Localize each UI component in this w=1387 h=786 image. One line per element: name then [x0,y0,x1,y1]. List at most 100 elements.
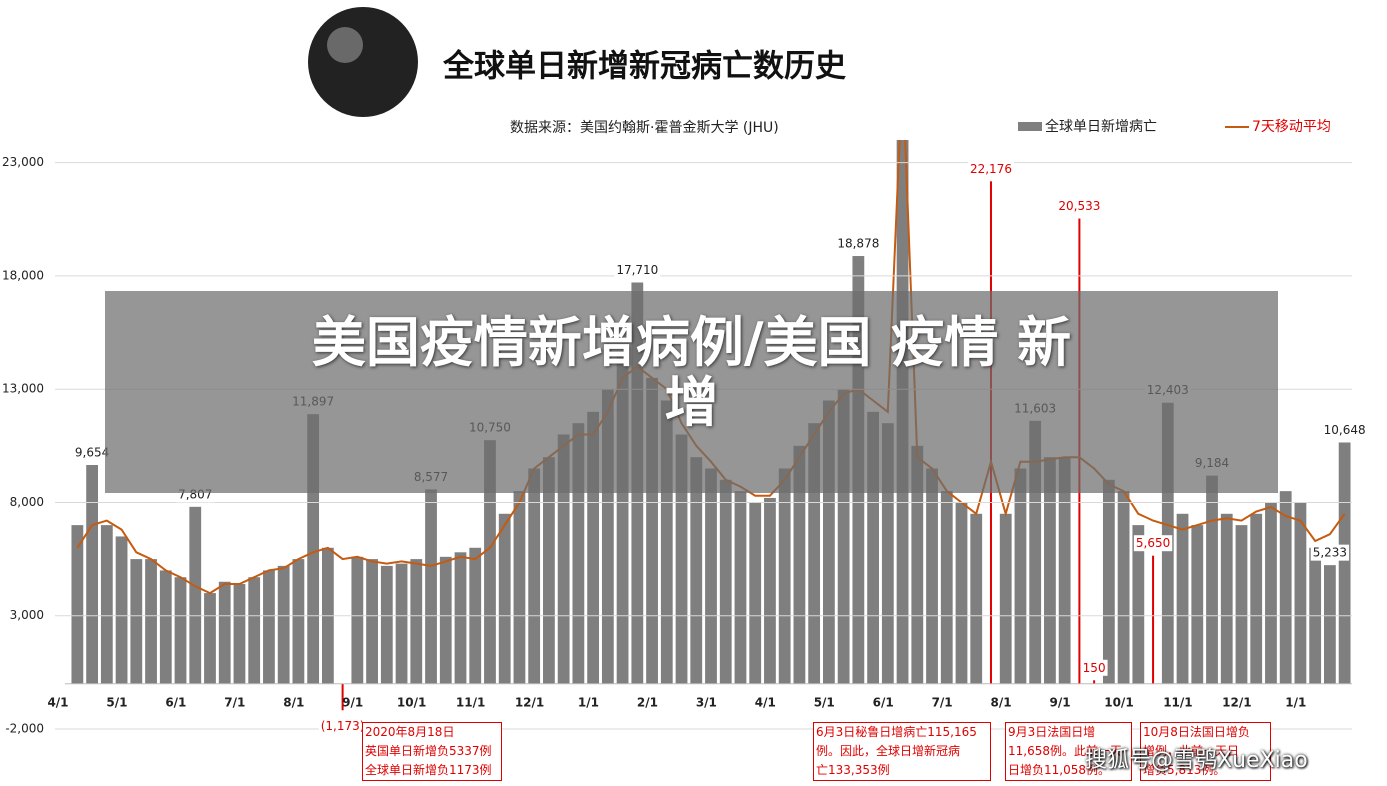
bar [1265,502,1277,684]
bar [690,457,703,684]
bar [204,593,216,684]
data-label-bg [1080,659,1108,676]
bar [793,445,806,684]
data-label-bg [967,160,1014,177]
bar [174,577,187,684]
bar [616,355,629,684]
bar [572,423,585,684]
bar [734,491,747,684]
data-label-bg [614,261,661,278]
watermark: 搜狐号@雪鸮XueXiao [1085,748,1308,773]
bar [498,513,511,684]
note-line: 9月3日法国日增 [1008,725,1096,739]
bar [808,423,821,684]
bar [454,552,467,684]
bar [587,411,600,684]
bar [646,377,658,684]
bar [1058,457,1071,684]
bar [940,491,953,684]
bar [778,468,791,684]
data-label-bg [1310,544,1350,561]
bar [528,468,541,684]
note-box: 10月8日法国日增负 增例，此前一天日 增负5,813例。 [1140,722,1271,781]
data-label: 20,533 [1058,199,1100,213]
bar [881,423,894,684]
x-tick-label: 5/1 [814,696,835,710]
bar [1191,525,1204,684]
note-box: 2020年8月18日 英国单日新增负5337例 全球单日新增负1173例 [362,722,502,781]
bar [867,411,879,684]
bar [1014,468,1027,684]
bar [380,565,393,684]
bar [911,445,924,684]
y-tick-label: 18,000 [2,268,44,282]
y-tick-label: 8,000 [10,495,44,509]
chart-title: 全球单日新增新冠病亡数历史 [442,49,846,85]
bar [248,577,261,684]
note-line: 10月8日法国日增负 [1143,725,1250,739]
bar [955,502,968,684]
bar [675,434,688,684]
bar [719,479,732,684]
data-label-bg [1321,421,1368,438]
x-tick-label: 3/1 [696,696,717,710]
bar [292,559,305,684]
note-box: 9月3日法国日增 11,658例。此前一天 日增负11,058例。 [1005,722,1132,781]
overlay-title-line: 增 [664,371,719,434]
x-tick-label: 6/1 [873,696,894,710]
bar [1029,420,1042,684]
data-label: 10,648 [1324,423,1366,437]
note-line: 增例，此前一天日 [1143,744,1240,758]
bar [1176,513,1189,684]
y-tick-label: 23,000 [2,155,44,169]
bar [1152,555,1155,684]
note-line: 亡133,353例 [816,763,890,777]
bar [307,414,320,684]
data-label-bg [72,444,112,461]
overlay-banner: 美国疫情新增病例/美国 疫情 新 增 [105,291,1278,493]
note-line: 11,658例。此前一天 [1008,744,1122,758]
x-tick-label: 5/1 [106,696,127,710]
x-tick-label: 1/1 [1285,696,1306,710]
bar [425,489,437,684]
note-line: 2020年8月18日 [365,725,455,739]
bar [130,559,143,684]
bar [513,491,526,684]
bar [1102,479,1115,684]
x-tick-label: 2/1 [637,696,658,710]
x-tick-label: 11/1 [1163,696,1192,710]
note-line: 英国单日新增负5337例 [365,744,492,758]
bar [218,581,231,684]
bar [395,563,408,684]
bar [926,468,938,684]
data-label: (1,173) [321,719,365,733]
bar [1132,525,1145,684]
bar [439,556,452,684]
bar [1093,680,1096,684]
x-tick-label: 9/1 [1049,696,1070,710]
legend-label: 7天移动平均 [1252,119,1331,135]
bar [1338,442,1351,684]
overlay-title-line: 美国疫情新增病例/美国 疫情 新 [311,311,1072,374]
bar [837,389,850,684]
data-label: 5,650 [1136,536,1170,550]
note-line: 增负5,813例。 [1143,763,1226,777]
chart-subtitle: 数据来源：美国约翰斯·霍普金斯大学 (JHU) [510,120,779,136]
x-tick-label: 10/1 [397,696,426,710]
x-tick-label: 4/1 [47,696,68,710]
x-tick-label: 9/1 [342,696,363,710]
y-tick-label: 3,000 [10,608,44,622]
bar [145,559,157,684]
note-line: 6月3日秘鲁日增病亡115,165 [816,725,977,739]
bar [1235,525,1248,684]
bar [341,683,344,711]
x-tick-label: 7/1 [224,696,245,710]
note-line: 例。因此，全球日增新冠病 [816,744,961,758]
bar [1117,491,1130,684]
bar [601,389,614,684]
legend-swatch [1018,122,1042,131]
bar [1206,475,1218,684]
x-tick-label: 6/1 [165,696,186,710]
data-label: 22,176 [970,162,1012,176]
bar [999,513,1012,684]
